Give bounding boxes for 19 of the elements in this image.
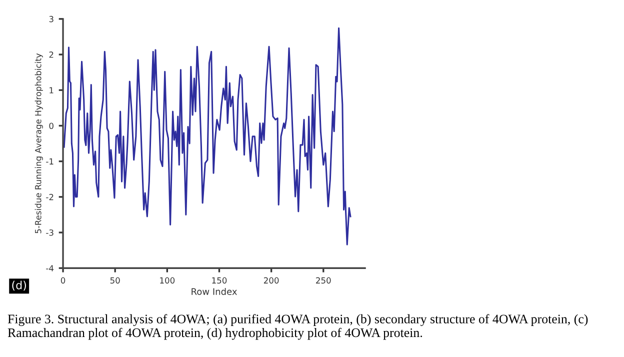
x-tick-label: 100	[160, 277, 175, 284]
y-tick-label: -2	[46, 194, 54, 200]
x-axis-title: Row Index	[192, 288, 237, 295]
y-tick-label: 1	[50, 87, 54, 94]
x-tick-label: 200	[264, 277, 279, 284]
y-axis-title: 5-Residue Running Average Hydrophobicity	[34, 53, 43, 234]
x-tick-label: 50	[110, 277, 120, 284]
y-tick-label: 0	[49, 122, 54, 129]
caption: Figure 3. Structural analysis of 4OWA; (a) purified 4OWA protein, (b) secondary structure of 4OWA protein, (c) Ramachandran plot of 4OWA protein, (d) hydrophobicity plot of 4OWA protein.	[8, 314, 588, 340]
y-tick-label: -4	[46, 265, 54, 272]
x-tick-label: 150	[212, 277, 227, 284]
x-tick-label: 0	[60, 277, 66, 284]
y-tick-label: 2	[49, 52, 54, 58]
x-tick-label: 250	[316, 277, 331, 284]
y-tick-label: -1	[46, 158, 54, 164]
text: (d)	[12, 280, 26, 291]
line-series	[63, 27, 352, 246]
y-tick-label: 3	[49, 16, 54, 22]
y-tick-label: -3	[46, 229, 54, 236]
